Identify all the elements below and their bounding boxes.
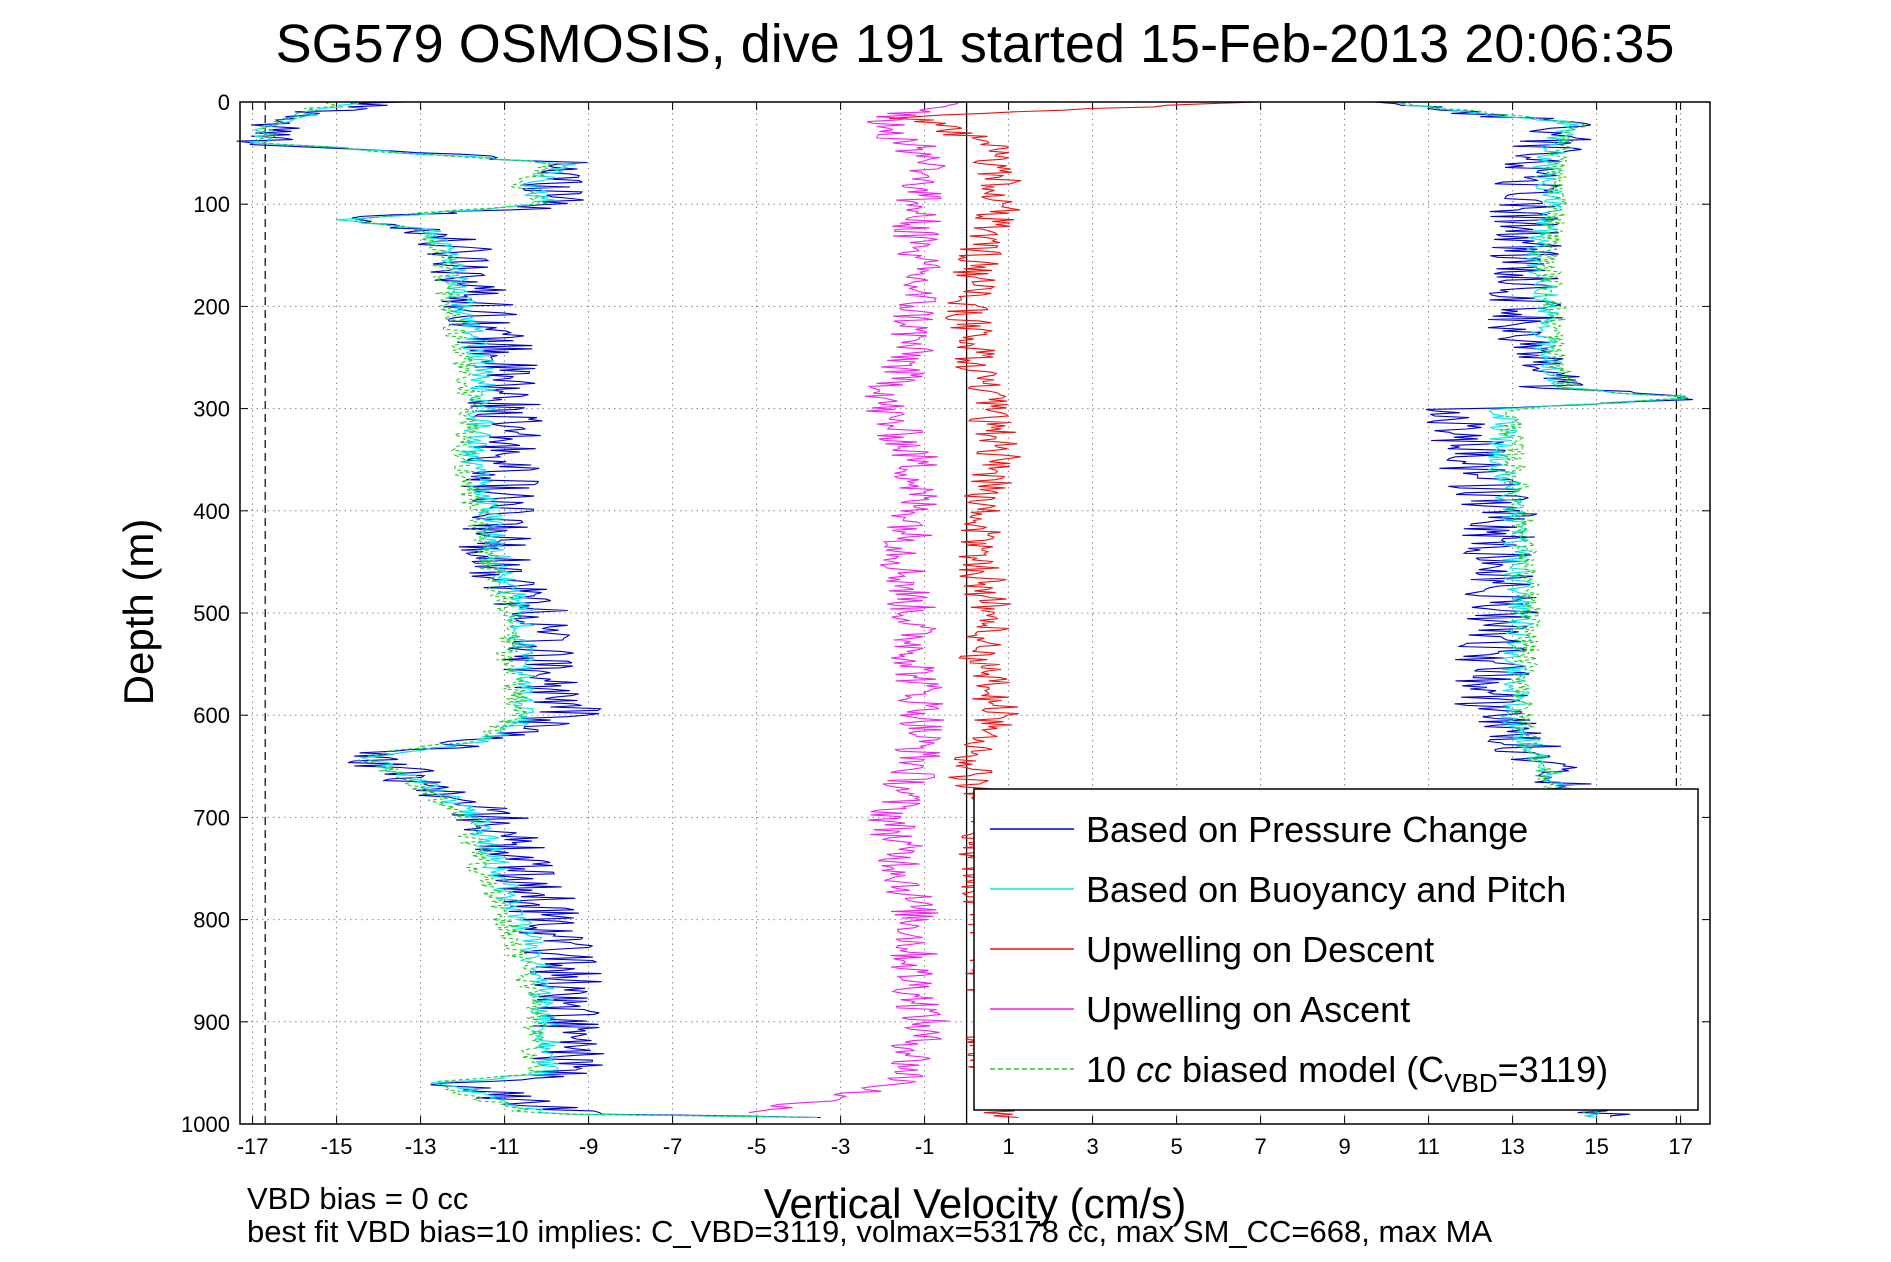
x-tick-label: -9: [579, 1134, 599, 1159]
legend: Based on Pressure Change Based on Buoyanc…: [973, 788, 1699, 1111]
series-line-1-descent: [236, 101, 821, 1119]
x-tick-label: -17: [237, 1134, 269, 1159]
y-axis-label: Depth (m): [115, 519, 162, 706]
series-line-2-descent: [249, 101, 818, 1119]
y-tick-label: 600: [193, 703, 230, 728]
y-tick-label: 400: [193, 499, 230, 524]
x-tick-label: -13: [405, 1134, 437, 1159]
plot-frame: [239, 101, 1711, 1125]
x-tick-label: 11: [1417, 1134, 1440, 1159]
legend-label-5: 10 cc biased model (CVBD=3119): [1086, 1049, 1608, 1098]
y-tick-label: 0: [218, 90, 230, 115]
y-tick-label: 500: [193, 601, 230, 626]
legend-label-subscript: VBD: [1444, 1068, 1497, 1098]
chart-title: SG579 OSMOSIS, dive 191 started 15-Feb-2…: [276, 14, 1675, 74]
x-tick-label: 13: [1500, 1134, 1524, 1159]
x-tick-label: 1: [1002, 1134, 1014, 1159]
x-axis-label: Vertical Velocity (cm/s): [764, 1180, 1186, 1227]
footer-line-2: best fit VBD bias=10 implies: C_VBD=3119…: [247, 1214, 1492, 1249]
legend-label-part: =3119): [1498, 1049, 1608, 1090]
y-tick-labels: 0 100 200 300 400 500 600 700 800 900 1000: [181, 90, 230, 1137]
x-tick-label: 9: [1338, 1134, 1350, 1159]
y-tick-label: 800: [193, 908, 230, 933]
y-tick-label: 900: [193, 1010, 230, 1035]
legend-label-italic: cc: [1136, 1049, 1172, 1090]
x-tick-label: -5: [747, 1134, 767, 1159]
legend-label-4: Upwelling on Ascent: [1086, 989, 1410, 1030]
x-tick-label: -3: [831, 1134, 851, 1159]
x-tick-label: 5: [1170, 1134, 1182, 1159]
x-tick-label: -7: [663, 1134, 683, 1159]
y-tick-label: 700: [193, 805, 230, 830]
x-tick-label: -15: [321, 1134, 353, 1159]
series-line-5-descent: [255, 101, 809, 1119]
x-tick-label: -1: [915, 1134, 935, 1159]
x-tick-label: 15: [1584, 1134, 1608, 1159]
legend-label-part: biased model (C: [1172, 1049, 1444, 1090]
legend-label-3: Upwelling on Descent: [1086, 929, 1434, 970]
series-line-4-ascent: [748, 101, 959, 1114]
x-tick-label: 3: [1086, 1134, 1098, 1159]
x-tick-label: 7: [1254, 1134, 1266, 1159]
legend-label-1: Based on Pressure Change: [1086, 809, 1528, 850]
legend-label-part: 10: [1086, 1049, 1136, 1090]
x-tick-label: 17: [1668, 1134, 1692, 1159]
x-tick-label: -11: [490, 1134, 520, 1159]
x-tick-labels: -17 -15 -13 -11 -9 -7 -5 -3 -1 1 3 5 7 9 11 13 15 17: [237, 1134, 1693, 1159]
legend-box: [973, 788, 1699, 1111]
y-tick-label: 1000: [181, 1112, 230, 1137]
y-tick-label: 200: [193, 294, 230, 319]
footer-line-1: VBD bias = 0 cc: [247, 1181, 468, 1216]
series-line-5-ascent: [1387, 101, 1688, 1118]
y-tick-label: 300: [193, 397, 230, 422]
legend-label-2: Based on Buoyancy and Pitch: [1086, 869, 1566, 910]
y-tick-label: 100: [193, 192, 230, 217]
